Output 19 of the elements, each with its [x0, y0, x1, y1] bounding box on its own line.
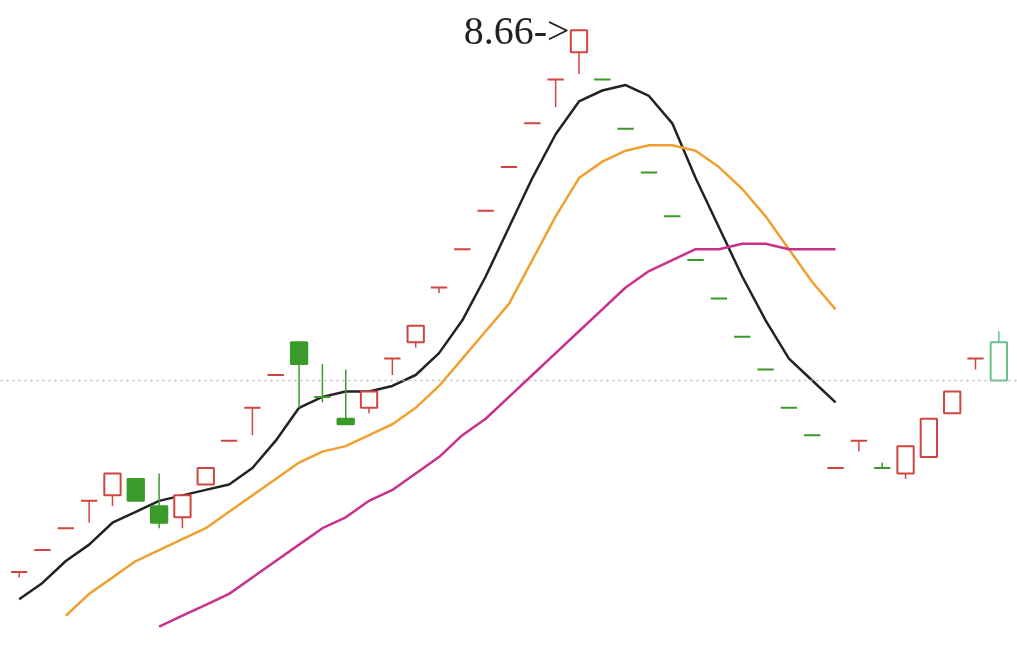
candlestick: [289, 341, 309, 409]
candlestick: [429, 286, 449, 294]
candlestick: [943, 390, 962, 415]
candlestick: [336, 368, 355, 426]
candlestick: [873, 461, 892, 470]
candlestick: [149, 472, 169, 529]
candlestick: [10, 570, 29, 579]
candlestick: [79, 499, 99, 524]
candlestick: [173, 494, 192, 529]
candlestick: [359, 390, 379, 415]
candlestick: [243, 406, 262, 436]
candlestick: [103, 472, 122, 508]
candlestick: [849, 439, 869, 453]
candlestick: [126, 477, 145, 502]
candlestick: [313, 363, 332, 404]
candlestick: [546, 78, 565, 108]
candlestick: [569, 29, 589, 75]
annotation: 8.66->: [463, 7, 570, 53]
candlestick: [406, 324, 425, 349]
